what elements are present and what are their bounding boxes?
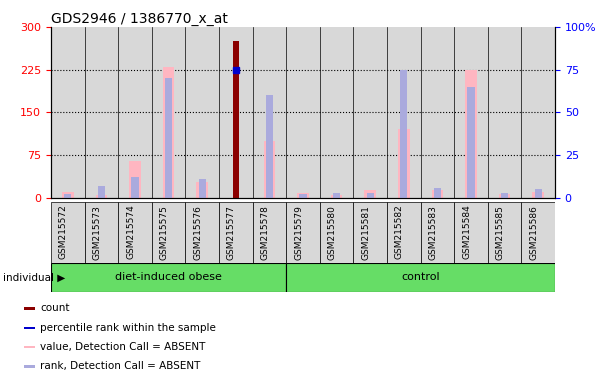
Bar — [199, 179, 206, 198]
Bar — [51, 202, 85, 263]
Bar — [196, 182, 208, 198]
Bar — [488, 202, 521, 263]
Bar — [532, 192, 544, 198]
Text: GSM215577: GSM215577 — [227, 205, 236, 260]
Text: GDS2946 / 1386770_x_at: GDS2946 / 1386770_x_at — [51, 12, 228, 26]
Bar — [434, 187, 441, 198]
Text: individual ▶: individual ▶ — [3, 272, 65, 283]
Text: GSM215582: GSM215582 — [395, 205, 404, 260]
Text: GSM215573: GSM215573 — [92, 205, 101, 260]
Bar — [364, 190, 376, 198]
Bar — [118, 202, 152, 263]
Bar — [501, 193, 508, 198]
Bar — [263, 141, 275, 198]
Bar — [62, 192, 74, 198]
Bar — [299, 194, 307, 198]
Bar — [165, 78, 172, 198]
Text: percentile rank within the sample: percentile rank within the sample — [40, 323, 217, 333]
Bar — [454, 202, 488, 263]
Bar — [467, 87, 475, 198]
Bar — [24, 327, 35, 329]
Bar — [24, 346, 35, 348]
Bar — [535, 189, 542, 198]
Bar — [152, 202, 185, 263]
Text: GSM215580: GSM215580 — [328, 205, 337, 260]
Bar — [64, 194, 71, 198]
Text: GSM215574: GSM215574 — [126, 205, 135, 260]
Text: count: count — [40, 303, 70, 313]
Bar — [297, 193, 309, 198]
Bar — [185, 202, 219, 263]
Bar — [331, 195, 343, 198]
Text: GSM215572: GSM215572 — [59, 205, 68, 260]
Text: rank, Detection Call = ABSENT: rank, Detection Call = ABSENT — [40, 361, 201, 371]
Bar — [95, 195, 107, 198]
Bar — [465, 70, 477, 198]
Bar — [163, 67, 175, 198]
Bar — [400, 70, 407, 198]
Bar — [286, 202, 320, 263]
Bar — [98, 186, 105, 198]
Bar — [387, 202, 421, 263]
Bar — [253, 202, 286, 263]
Text: GSM215579: GSM215579 — [294, 205, 303, 260]
Text: GSM215575: GSM215575 — [160, 205, 169, 260]
Bar — [24, 307, 35, 310]
Text: GSM215583: GSM215583 — [428, 205, 437, 260]
Bar — [398, 129, 410, 198]
Bar — [333, 193, 340, 198]
Bar — [51, 263, 286, 292]
Bar — [499, 194, 511, 198]
Text: GSM215581: GSM215581 — [361, 205, 370, 260]
Bar — [320, 202, 353, 263]
Text: control: control — [401, 272, 440, 283]
Text: diet-induced obese: diet-induced obese — [115, 272, 222, 283]
Bar — [266, 95, 273, 198]
Bar — [353, 202, 387, 263]
Text: GSM215586: GSM215586 — [529, 205, 538, 260]
Bar — [219, 202, 253, 263]
Text: GSM215585: GSM215585 — [496, 205, 505, 260]
Text: GSM215576: GSM215576 — [193, 205, 202, 260]
Bar — [367, 193, 374, 198]
Bar — [521, 202, 555, 263]
Bar — [233, 41, 239, 198]
Bar — [286, 263, 555, 292]
Text: GSM215584: GSM215584 — [462, 205, 471, 260]
Text: GSM215578: GSM215578 — [260, 205, 269, 260]
Bar — [431, 190, 443, 198]
Text: value, Detection Call = ABSENT: value, Detection Call = ABSENT — [40, 342, 206, 352]
Bar — [24, 365, 35, 367]
Bar — [421, 202, 454, 263]
Bar — [85, 202, 118, 263]
Bar — [129, 161, 141, 198]
Bar — [131, 177, 139, 198]
